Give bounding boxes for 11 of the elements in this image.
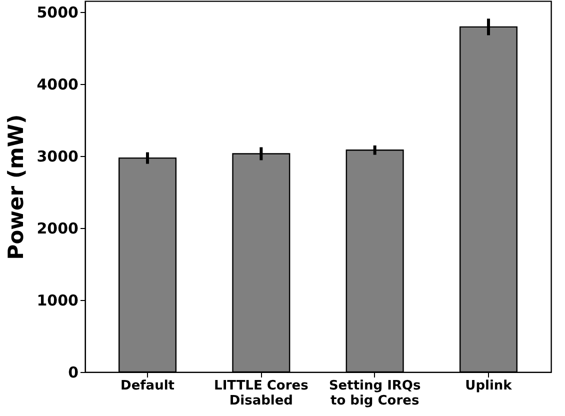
y-axis-title: Power (mW) [4, 114, 28, 260]
y-tick-label: 0 [68, 364, 78, 382]
y-tick-label: 2000 [36, 219, 78, 238]
x-tick-label: Uplink [465, 378, 512, 394]
x-tick-label: LITTLE Cores Disabled [214, 378, 309, 408]
x-tick-label: Setting IRQs to big Cores [328, 378, 421, 408]
y-tick-label: 4000 [36, 75, 78, 94]
y-tick-label: 1000 [36, 291, 78, 310]
y-tick-label: 5000 [36, 3, 78, 22]
y-tick-label: 3000 [36, 147, 78, 166]
x-tick-label: Default [120, 378, 174, 394]
